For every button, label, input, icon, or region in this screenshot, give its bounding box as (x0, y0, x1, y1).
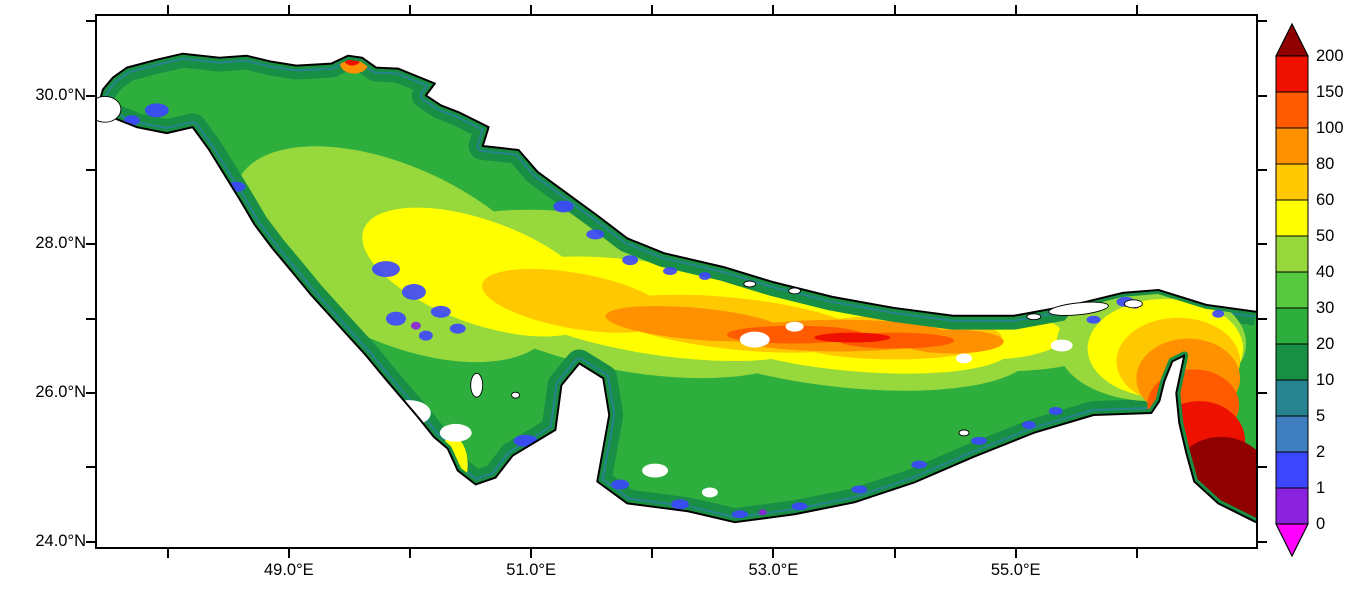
colorbar-segment (1275, 199, 1309, 237)
y-axis-tick-label: 26.0°N (35, 382, 86, 401)
colorbar-segment (1275, 379, 1309, 417)
colorbar-segment (1275, 415, 1309, 453)
y-axis-tick-left (86, 391, 95, 394)
colorbar-segment (1275, 235, 1309, 273)
islands (97, 95, 1143, 437)
y-axis-tick-left (86, 94, 95, 97)
y-axis-tick-right (1258, 169, 1267, 172)
x-axis-tick-label: 49.0°E (263, 561, 314, 579)
colorbar-tick-label: 5 (1316, 407, 1326, 425)
colorbar-tick-label: 80 (1316, 155, 1335, 173)
x-axis-tick-bottom (166, 549, 169, 558)
colorbar-tick-label: 200 (1316, 47, 1344, 65)
y-axis-tick-right (1258, 466, 1267, 469)
x-axis-tick-top (166, 5, 169, 14)
x-axis-tick-bottom (408, 549, 411, 558)
colorbar-segment (1275, 55, 1309, 93)
colorbar (1275, 22, 1309, 558)
y-axis-tick-left (86, 466, 95, 469)
y-axis-tick-label: 24.0°N (35, 531, 86, 550)
colorbar-tick-label: 10 (1316, 371, 1335, 389)
colorbar-segment (1275, 343, 1309, 381)
x-axis-tick-bottom (1014, 549, 1017, 558)
colorbar-tick-label: 20 (1316, 335, 1335, 353)
y-axis-tick-left (86, 540, 95, 543)
colorbar-tick-label: 50 (1316, 227, 1335, 245)
y-axis-tick-left (86, 317, 95, 320)
x-axis-tick-top (287, 5, 290, 14)
y-axis-tick-left (86, 169, 95, 172)
colorbar-tick-label: 1 (1316, 479, 1326, 497)
y-axis-tick-right (1258, 20, 1267, 23)
y-axis-tick-right (1258, 540, 1267, 543)
y-axis-tick-left (86, 243, 95, 246)
y-axis-tick-right (1258, 94, 1267, 97)
x-axis-tick-top (772, 5, 775, 14)
x-axis-tick-top (530, 5, 533, 14)
y-axis-tick-label: 30.0°N (35, 85, 86, 104)
map-plot-area (95, 14, 1258, 549)
x-axis-tick-bottom (772, 549, 775, 558)
colorbar-tick-label: 40 (1316, 263, 1335, 281)
colorbar-tick-label: 100 (1316, 119, 1344, 137)
colorbar-tick-label: 2 (1316, 443, 1326, 461)
x-axis-tick-bottom (651, 549, 654, 558)
y-axis-tick-right (1258, 317, 1267, 320)
colorbar-tick-label: 30 (1316, 299, 1335, 317)
colorbar-over-arrow (1275, 22, 1309, 57)
y-axis-tick-right (1258, 243, 1267, 246)
colorbar-segment (1275, 91, 1309, 129)
x-axis-tick-label: 53.0°E (748, 561, 799, 579)
colorbar-segment (1275, 451, 1309, 489)
colorbar-tick-label: 60 (1316, 191, 1335, 209)
persian-gulf-map (97, 52, 1256, 524)
x-axis-tick-bottom (1135, 549, 1138, 558)
x-axis-tick-top (893, 5, 896, 14)
x-axis-tick-top (1135, 5, 1138, 14)
x-axis-tick-top (408, 5, 411, 14)
y-axis-tick-right (1258, 391, 1267, 394)
colorbar-tick-label: 0 (1316, 515, 1326, 533)
x-axis-tick-label: 51.0°E (506, 561, 556, 579)
x-axis-tick-top (651, 5, 654, 14)
colorbar-tick-label: 150 (1316, 83, 1344, 101)
x-axis-tick-bottom (893, 549, 896, 558)
colorbar-segment (1275, 127, 1309, 165)
colorbar-segment (1275, 487, 1309, 525)
x-axis-tick-top (1014, 5, 1017, 14)
field-fill-layers (98, 53, 1256, 523)
colorbar-under-arrow (1275, 523, 1309, 558)
colorbar-segment (1275, 307, 1309, 345)
colorbar-segment (1275, 163, 1309, 201)
colorbar-segment (1275, 271, 1309, 309)
y-axis-tick-label: 28.0°N (35, 234, 86, 253)
x-axis-tick-label: 55.0°E (990, 561, 1041, 579)
x-axis-tick-bottom (287, 549, 290, 558)
x-axis-tick-bottom (530, 549, 533, 558)
y-axis-tick-left (86, 20, 95, 23)
